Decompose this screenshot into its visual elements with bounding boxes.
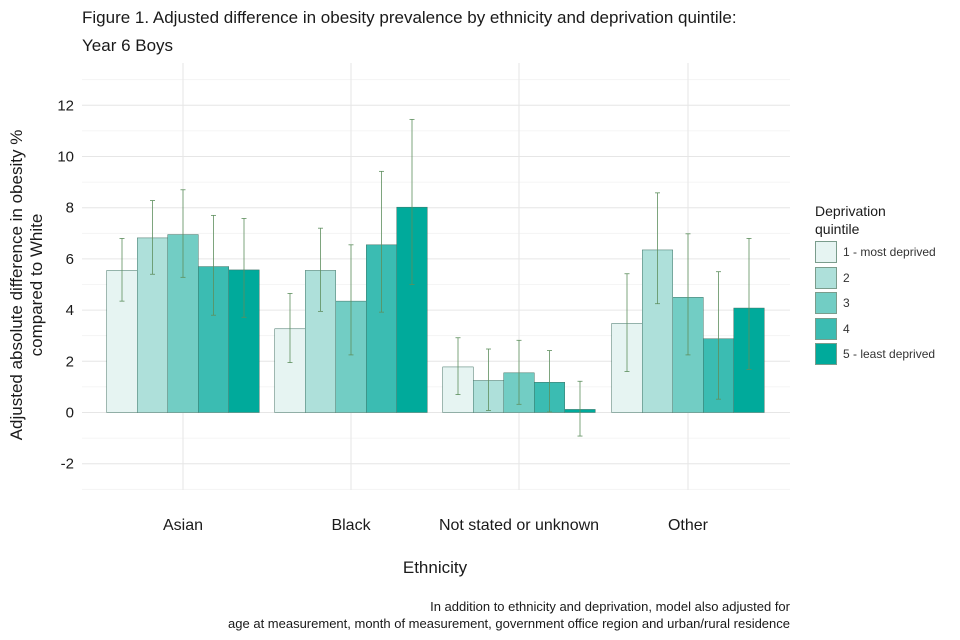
x-tick-label: Black <box>331 517 371 534</box>
legend-title-line1: Deprivation <box>815 203 886 219</box>
legend-item: 5 - least deprived <box>815 342 935 366</box>
error-bars <box>119 118 752 437</box>
legend-item: 3 <box>815 291 850 315</box>
caption-line1: In addition to ethnicity and deprivation… <box>430 599 790 614</box>
legend-swatch <box>815 317 837 340</box>
legend-item: 4 <box>815 317 850 341</box>
y-tick-labels: -2 0 2 4 6 8 10 12 <box>57 97 74 472</box>
x-tick-label: Other <box>668 517 709 534</box>
y-tick-label: 4 <box>66 302 74 319</box>
legend-title-line2: quintile <box>815 221 860 237</box>
caption-line2: age at measurement, month of measurement… <box>228 616 790 631</box>
legend-label: 3 <box>843 296 850 310</box>
legend-swatch <box>815 343 837 365</box>
legend-swatch <box>815 266 837 289</box>
y-tick-label: 12 <box>57 97 74 114</box>
chart-title-line1: Figure 1. Adjusted difference in obesity… <box>82 8 737 27</box>
y-tick-label: 8 <box>66 200 74 217</box>
y-tick-label: 10 <box>57 149 74 166</box>
legend-item: 2 <box>815 266 850 290</box>
legend-label: 1 - most deprived <box>843 245 936 259</box>
legend-swatch <box>815 292 837 314</box>
x-tick-label: Asian <box>163 517 203 534</box>
legend-swatch <box>815 241 837 263</box>
chart-title-line2: Year 6 Boys <box>82 36 174 55</box>
x-axis-label: Ethnicity <box>403 558 468 577</box>
x-tick-label: Not stated or unknown <box>439 517 599 534</box>
legend-label: 5 - least deprived <box>843 347 936 361</box>
y-tick-label: -2 <box>61 456 74 473</box>
legend-title: Deprivation quintile <box>815 202 886 238</box>
y-axis-label-line1: Adjusted absolute difference in obesity … <box>7 130 26 441</box>
legend-label: 2 <box>843 270 850 285</box>
y-tick-label: 0 <box>66 405 74 422</box>
x-tick-labels: Asian Black Not stated or unknown Other <box>163 517 709 534</box>
legend-label: 4 <box>843 321 850 336</box>
legend-item: 1 - most deprived <box>815 240 936 264</box>
y-tick-label: 6 <box>66 251 74 268</box>
y-axis-label-line2: compared to White <box>27 214 46 357</box>
y-tick-label: 2 <box>66 353 74 370</box>
